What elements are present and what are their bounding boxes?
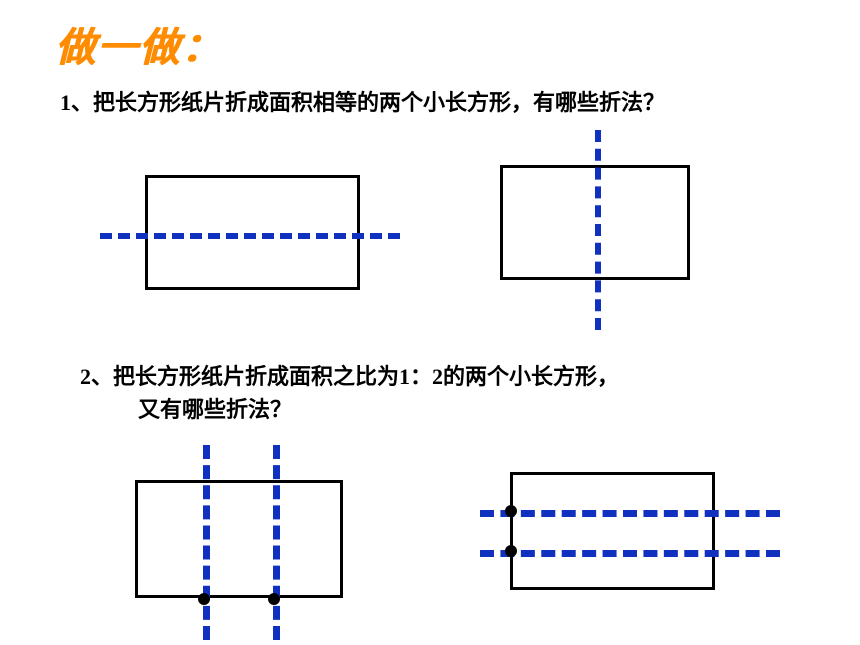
page-title: 做一做： <box>55 15 223 73</box>
diagram-4 <box>460 460 780 620</box>
dash-horizontal-4a <box>480 510 780 517</box>
dot-3a <box>198 593 210 605</box>
rect-3 <box>135 480 343 598</box>
question-2-line1: 2、把长方形纸片折成面积之比为1：2的两个小长方形， <box>80 360 619 393</box>
dot-3b <box>268 593 280 605</box>
dot-4b <box>505 545 517 557</box>
question-1: 1、把长方形纸片折成面积相等的两个小长方形，有哪些折法？ <box>60 85 665 117</box>
rect-4 <box>510 472 715 590</box>
dash-horizontal-1 <box>100 233 400 239</box>
diagram-3 <box>115 445 375 640</box>
dash-vertical-3a <box>203 445 210 640</box>
question-2-line2: 又有哪些折法？ <box>80 393 619 426</box>
dash-vertical-3b <box>273 445 280 640</box>
dot-4a <box>505 505 517 517</box>
dash-horizontal-4b <box>480 550 780 557</box>
diagram-1 <box>100 155 400 310</box>
dash-vertical-1 <box>595 130 601 330</box>
question-2: 2、把长方形纸片折成面积之比为1：2的两个小长方形， 又有哪些折法？ <box>80 360 619 426</box>
diagram-2 <box>490 130 720 330</box>
